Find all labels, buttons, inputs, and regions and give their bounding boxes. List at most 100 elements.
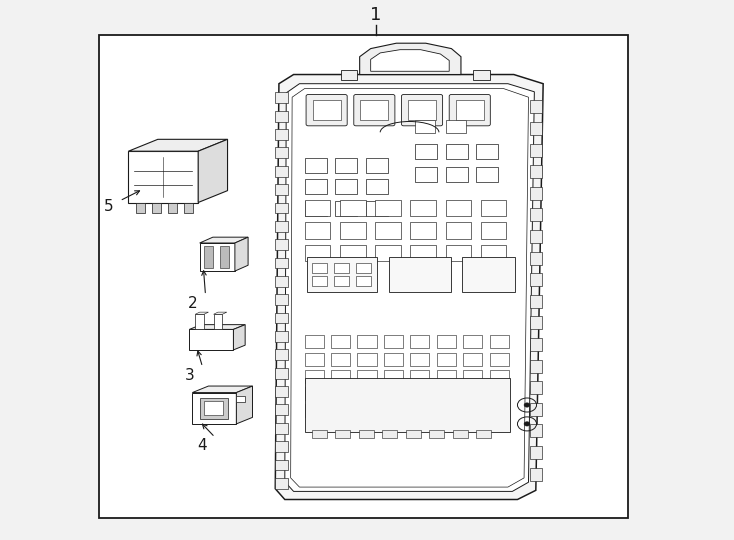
FancyBboxPatch shape [354, 94, 395, 126]
Text: 1: 1 [370, 6, 382, 24]
Bar [305, 179, 327, 194]
Bar [275, 221, 288, 232]
Bar [410, 200, 436, 216]
Bar [463, 404, 482, 417]
Bar [463, 353, 482, 366]
Bar [384, 335, 403, 348]
Polygon shape [128, 151, 198, 202]
Bar [275, 276, 288, 287]
Polygon shape [136, 202, 145, 213]
Bar [335, 158, 357, 173]
Bar [275, 368, 288, 379]
Text: 4: 4 [197, 438, 207, 453]
Bar [305, 245, 330, 261]
Bar [476, 167, 498, 182]
Bar [335, 430, 350, 438]
Bar [530, 468, 542, 481]
Bar [275, 92, 288, 103]
Bar [275, 478, 288, 489]
Polygon shape [360, 43, 461, 75]
Bar [476, 430, 491, 438]
Bar [220, 246, 229, 268]
Bar [357, 404, 377, 417]
Bar [530, 100, 542, 113]
Bar [530, 230, 542, 243]
Bar [357, 335, 377, 348]
Bar [437, 387, 456, 400]
Bar [360, 100, 388, 120]
Polygon shape [233, 325, 245, 350]
Polygon shape [236, 396, 245, 402]
Bar [490, 387, 509, 400]
Polygon shape [235, 237, 248, 271]
Bar [331, 404, 350, 417]
Bar [410, 404, 429, 417]
Bar [530, 165, 542, 178]
Bar [312, 263, 327, 273]
Bar [408, 100, 436, 120]
Bar [275, 202, 288, 213]
Bar [446, 167, 468, 182]
Bar [481, 245, 506, 261]
Bar [389, 256, 451, 292]
Bar [305, 353, 324, 366]
Polygon shape [214, 312, 227, 314]
Polygon shape [195, 312, 208, 314]
Bar [437, 353, 456, 366]
Bar [481, 200, 506, 216]
Bar [359, 430, 374, 438]
FancyBboxPatch shape [449, 94, 490, 126]
Bar [530, 381, 542, 394]
Bar [275, 349, 288, 360]
Polygon shape [195, 314, 204, 329]
Bar [275, 460, 288, 470]
Bar [312, 430, 327, 438]
Polygon shape [152, 202, 161, 213]
Bar [305, 404, 324, 417]
Bar [275, 147, 288, 158]
Bar [305, 387, 324, 400]
Polygon shape [285, 84, 534, 491]
Bar [334, 263, 349, 273]
Bar [305, 370, 324, 383]
Bar [275, 404, 288, 415]
Text: 3: 3 [184, 368, 195, 383]
Bar [275, 423, 288, 434]
Bar [410, 370, 429, 383]
Bar [357, 370, 377, 383]
Polygon shape [236, 386, 252, 424]
Bar [312, 276, 327, 286]
Bar [530, 403, 542, 416]
Polygon shape [200, 237, 248, 243]
Polygon shape [192, 393, 236, 424]
Bar [305, 335, 324, 348]
Bar [366, 201, 388, 216]
Polygon shape [371, 50, 449, 71]
Bar [462, 256, 515, 292]
Bar [456, 100, 484, 120]
Bar [463, 387, 482, 400]
Bar [200, 398, 228, 419]
Circle shape [524, 403, 530, 407]
Bar [410, 353, 429, 366]
Bar [341, 70, 357, 80]
Bar [331, 353, 350, 366]
Bar [305, 201, 327, 216]
Bar [437, 335, 456, 348]
Bar [410, 222, 436, 239]
Bar [357, 387, 377, 400]
Bar [275, 313, 288, 323]
Bar [446, 120, 466, 133]
Polygon shape [128, 139, 228, 151]
Bar [429, 430, 444, 438]
Bar [275, 258, 288, 268]
Bar [204, 246, 213, 268]
Bar [463, 335, 482, 348]
Bar [366, 158, 388, 173]
Bar [334, 276, 349, 286]
Bar [275, 129, 288, 140]
Bar [473, 70, 490, 80]
Bar [415, 167, 437, 182]
Bar [446, 222, 471, 239]
Text: 2: 2 [187, 296, 197, 311]
